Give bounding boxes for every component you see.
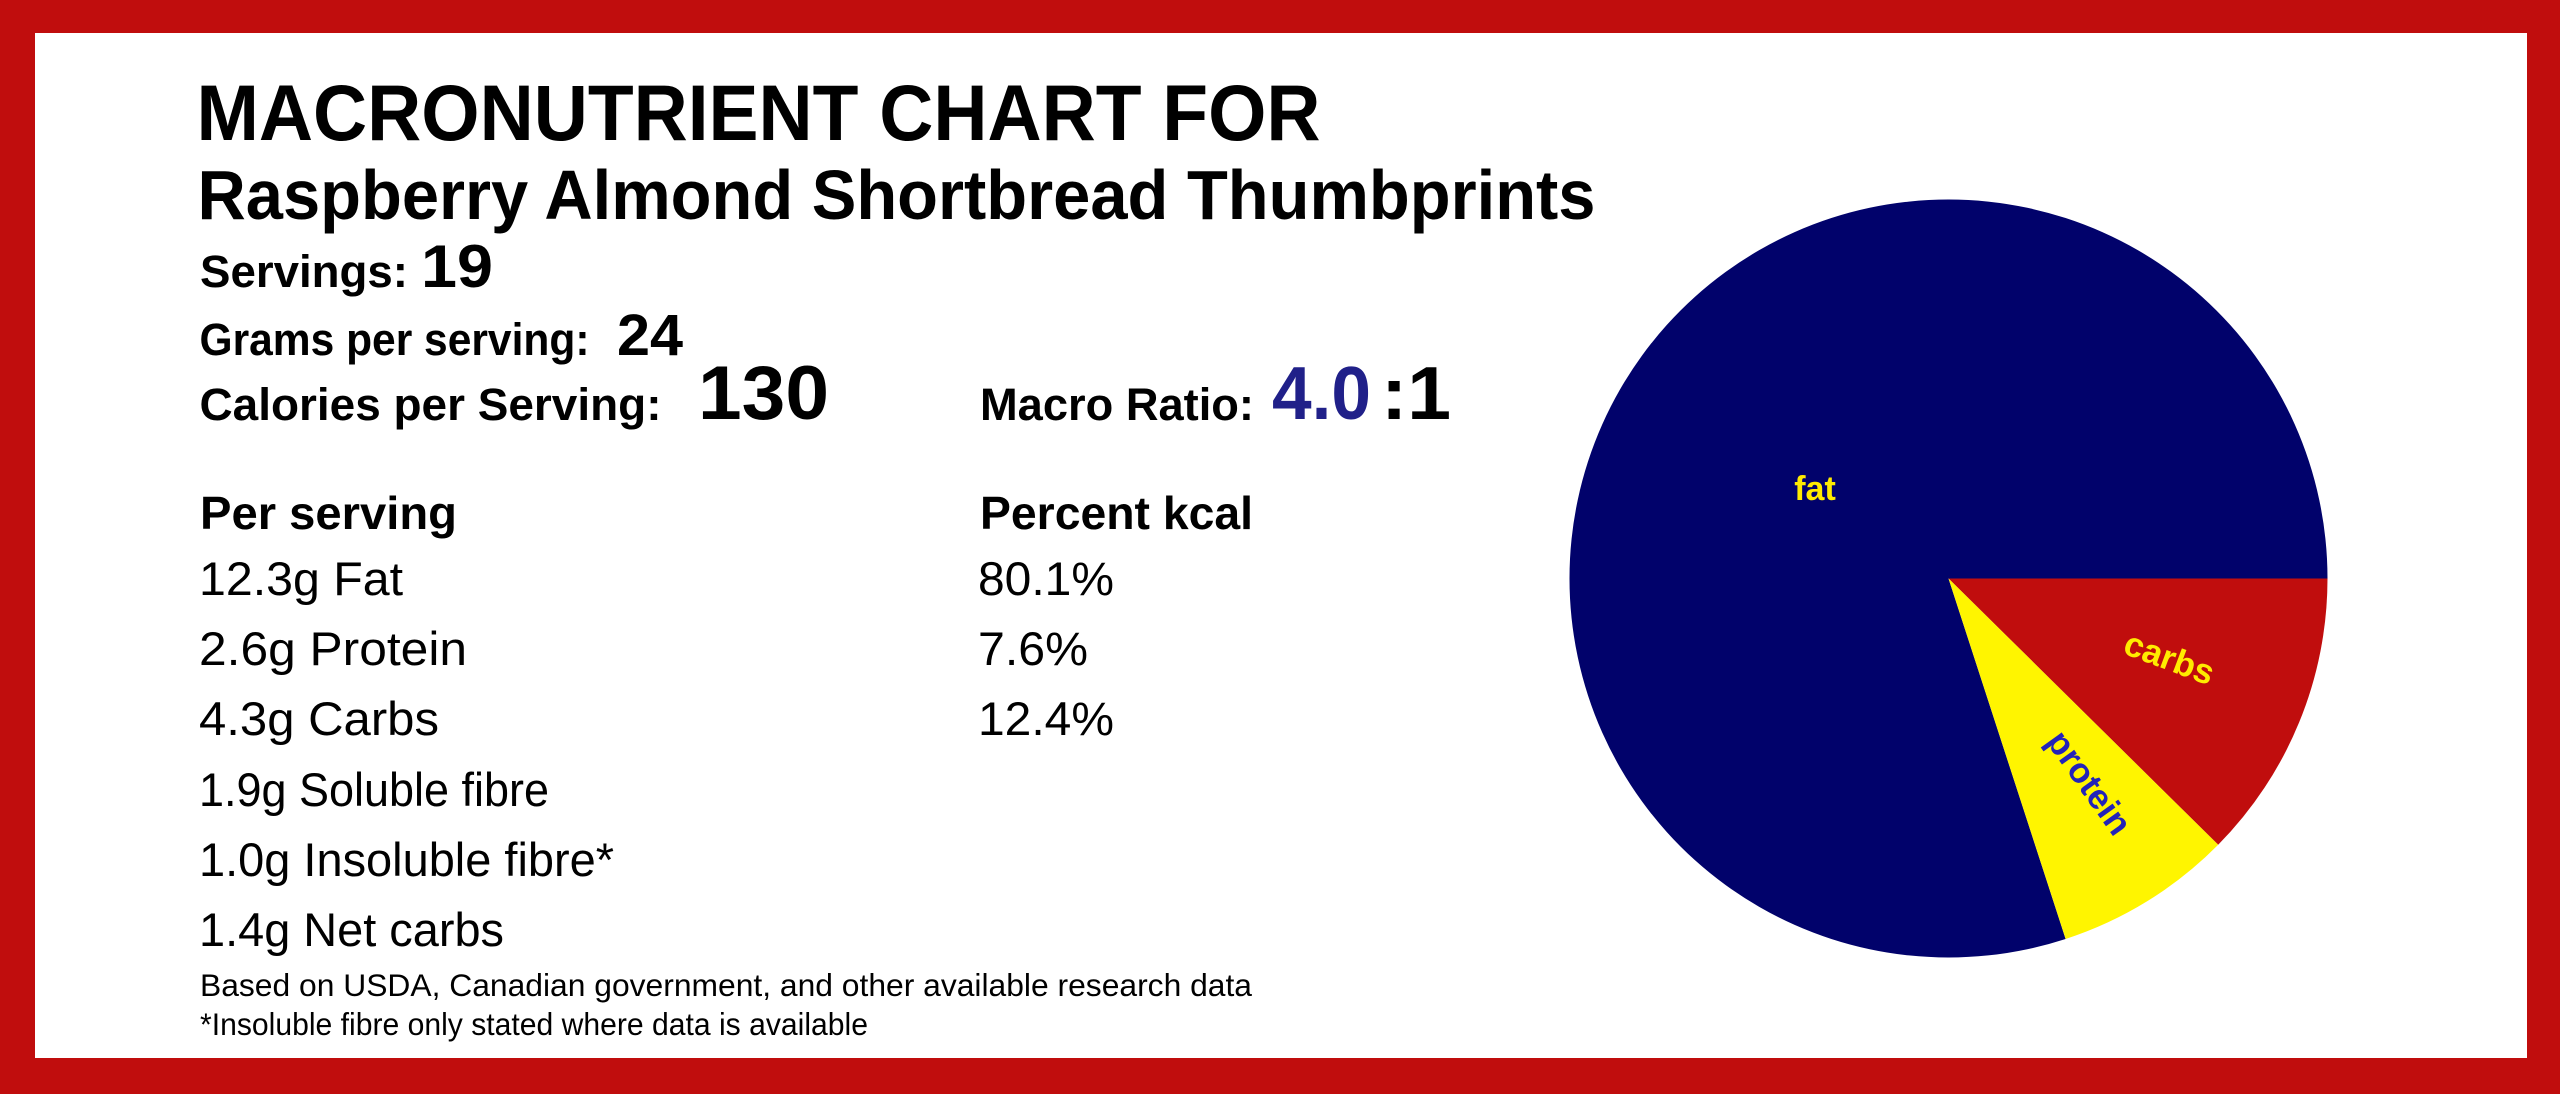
svg-text:Based on USDA, Canadian govern: Based on USDA, Canadian government, and … xyxy=(200,967,1252,1003)
svg-text:7.6%: 7.6% xyxy=(978,622,1088,675)
svg-text:Macro Ratio:: Macro Ratio: xyxy=(980,379,1254,430)
svg-text:Calories per Serving:: Calories per Serving: xyxy=(200,379,662,430)
svg-text:fat: fat xyxy=(1794,470,1836,508)
svg-text:80.1%: 80.1% xyxy=(978,552,1114,605)
svg-text::1: :1 xyxy=(1381,351,1451,435)
svg-text:Per serving: Per serving xyxy=(200,487,457,539)
svg-text:1.9g Soluble fibre: 1.9g Soluble fibre xyxy=(199,763,549,816)
svg-text:24: 24 xyxy=(617,303,683,368)
svg-text:1.0g Insoluble fibre*: 1.0g Insoluble fibre* xyxy=(199,833,614,886)
svg-text:12.3g Fat: 12.3g Fat xyxy=(199,552,403,605)
svg-text:4.0: 4.0 xyxy=(1272,351,1371,435)
svg-text:*Insoluble fibre only stated w: *Insoluble fibre only stated where data … xyxy=(200,1006,868,1042)
svg-text:Percent kcal: Percent kcal xyxy=(980,487,1253,539)
svg-text:Grams per serving:: Grams per serving: xyxy=(200,314,590,365)
svg-text:12.4%: 12.4% xyxy=(978,692,1114,745)
svg-text:4.3g Carbs: 4.3g Carbs xyxy=(199,692,439,745)
svg-text:19: 19 xyxy=(421,233,493,300)
svg-text:MACRONUTRIENT CHART FOR: MACRONUTRIENT CHART FOR xyxy=(197,68,1321,157)
svg-text:130: 130 xyxy=(698,351,829,436)
svg-text:Servings:: Servings: xyxy=(200,246,408,297)
svg-text:2.6g Protein: 2.6g Protein xyxy=(199,622,467,675)
svg-text:Raspberry Almond Shortbread Th: Raspberry Almond Shortbread Thumbprints xyxy=(198,156,1596,234)
svg-text:1.4g Net carbs: 1.4g Net carbs xyxy=(199,903,504,956)
